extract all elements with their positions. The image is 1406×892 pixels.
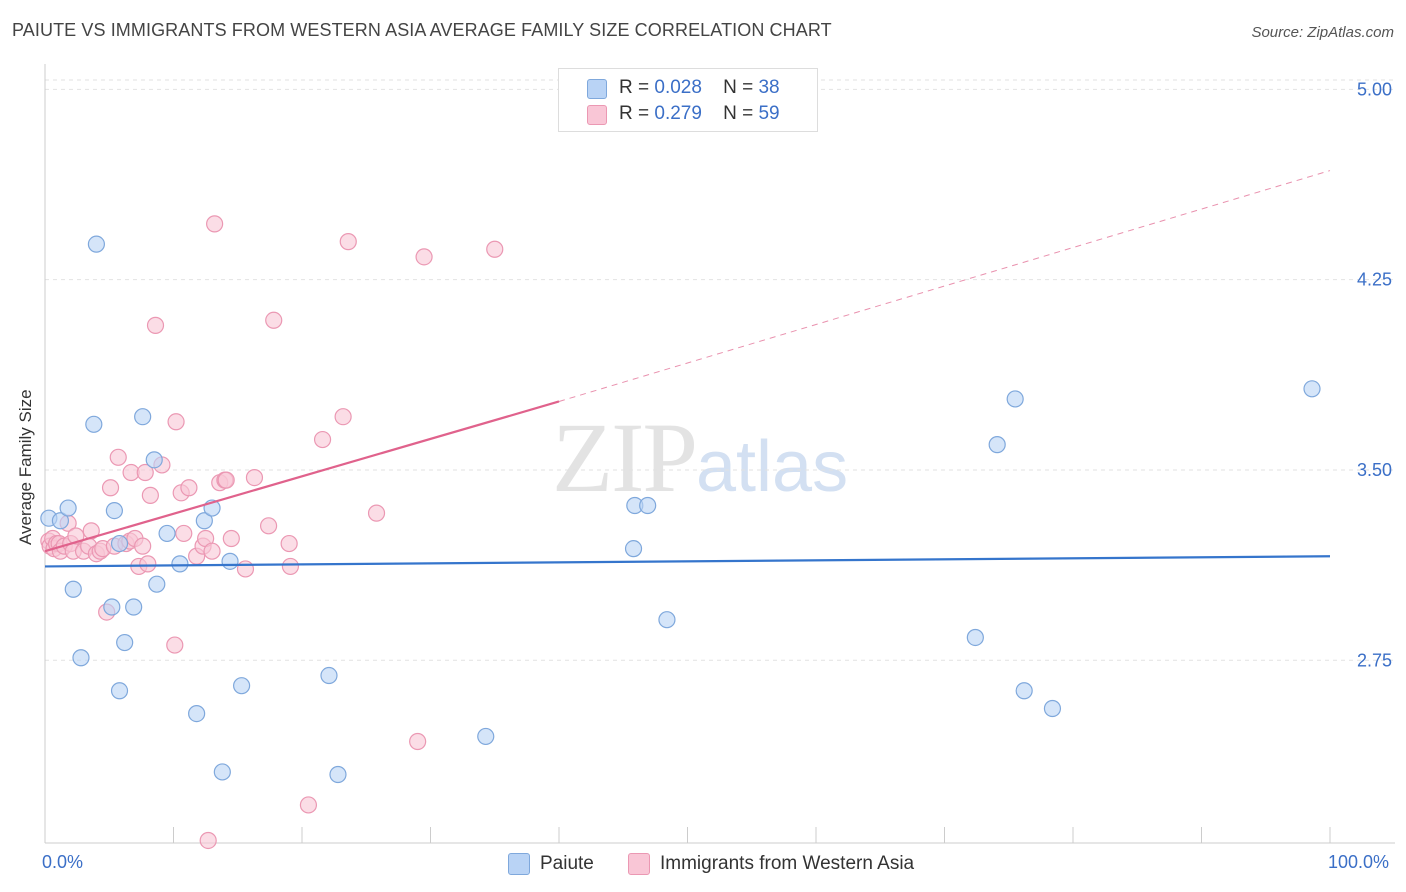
paiute-point: [148, 575, 166, 593]
legend-immigrants-swatch: [628, 853, 650, 875]
watermark: ZIPatlas: [552, 400, 848, 515]
paiute-point: [1043, 699, 1062, 718]
legend-immigrants-label: Immigrants from Western Asia: [660, 853, 915, 874]
paiute-point: [116, 633, 134, 652]
paiute-point: [125, 598, 143, 616]
paiute-trend-line: [44, 555, 1331, 568]
paiute-point: [639, 496, 657, 515]
paiute-point: [188, 704, 206, 723]
watermark-zip: ZIP: [552, 402, 698, 513]
paiute-point: [59, 499, 77, 517]
immigrants-point: [166, 636, 184, 654]
paiute-point: [110, 534, 129, 553]
immigrants-point: [259, 517, 278, 535]
watermark-atlas: atlas: [696, 427, 849, 507]
paiute-point: [195, 512, 213, 530]
immigrants-point: [134, 537, 152, 555]
legend-paiute-swatch: [508, 853, 530, 875]
n-label: N =: [723, 77, 754, 98]
paiute-point: [145, 451, 163, 469]
r-value: 0.279: [654, 103, 702, 124]
n-value: 59: [758, 103, 780, 124]
paiute-point: [171, 555, 189, 573]
paiute-point: [87, 235, 106, 253]
paiute-point: [1015, 682, 1033, 700]
y-tick-label: 3.50: [1357, 460, 1392, 480]
paiute-point: [64, 580, 82, 598]
y-tick-label: 5.00: [1357, 79, 1392, 99]
paiute-point: [103, 598, 121, 616]
immigrants-point: [367, 504, 386, 522]
immigrants-point: [82, 522, 100, 540]
immigrants-trend-extension: [558, 170, 1331, 402]
immigrants-point: [167, 413, 185, 431]
x-tick-label-min: 0.0%: [42, 852, 84, 872]
paiute-point: [110, 682, 129, 700]
immigrants-point: [334, 408, 352, 426]
paiute-point: [320, 666, 338, 685]
r-label: R =: [619, 77, 650, 98]
immigrants-point: [339, 233, 357, 251]
paiute-point: [624, 540, 643, 558]
y-tick-label: 4.25: [1357, 270, 1392, 290]
immigrants-point: [139, 555, 157, 573]
immigrants-point: [109, 448, 127, 466]
r-label: R =: [619, 103, 650, 124]
immigrants-point: [486, 240, 504, 258]
immigrants-trend-line: [44, 400, 560, 553]
paiute-point: [85, 415, 103, 433]
immigrants-point: [136, 463, 154, 482]
immigrants-point: [199, 831, 217, 850]
x-tick-label-max: 100.0%: [1328, 852, 1390, 872]
immigrants-point: [245, 469, 264, 487]
immigrants-point: [146, 316, 165, 334]
immigrants-point: [236, 560, 255, 578]
stats-legend: R = 0.028 N = 38 R = 0.279 N = 59: [558, 68, 818, 132]
immigrants-point: [299, 796, 318, 814]
paiute-point: [221, 552, 239, 570]
y-tick-label: 2.75: [1357, 650, 1392, 670]
paiute-point: [1303, 380, 1321, 398]
immigrants-point: [203, 542, 221, 560]
immigrants-point: [175, 524, 193, 543]
immigrants-swatch: [587, 105, 607, 125]
paiute-point: [988, 436, 1006, 454]
paiute-point: [213, 763, 231, 781]
paiute-point: [1006, 390, 1024, 408]
y-axis-label: Average Family Size: [16, 389, 35, 545]
paiute-point: [477, 727, 495, 746]
paiute-point: [966, 628, 984, 647]
immigrants-point: [217, 471, 235, 489]
paiute-point: [233, 677, 251, 695]
chart-title: PAIUTE VS IMMIGRANTS FROM WESTERN ASIA A…: [12, 20, 832, 40]
n-label: N =: [723, 103, 754, 124]
immigrants-point: [415, 248, 433, 266]
immigrants-point: [180, 479, 198, 497]
immigrants-point: [141, 486, 159, 504]
paiute-point: [51, 512, 70, 530]
immigrants-point: [280, 534, 298, 553]
immigrants-point: [409, 732, 427, 751]
immigrants-point: [206, 215, 224, 233]
immigrants-point: [313, 430, 332, 449]
paiute-point: [158, 524, 176, 543]
paiute-point: [72, 649, 90, 667]
immigrants-point: [101, 479, 120, 497]
paiute-point: [105, 501, 123, 520]
paiute-swatch: [587, 79, 607, 99]
source-label: Source: ZipAtlas.com: [1251, 24, 1394, 41]
paiute-point: [329, 765, 347, 784]
immigrants-point: [281, 557, 300, 576]
immigrants-point: [265, 311, 283, 329]
immigrants-point: [222, 529, 240, 548]
legend-paiute-label: Paiute: [540, 853, 594, 874]
r-value: 0.028: [654, 77, 702, 98]
paiute-point: [658, 611, 676, 629]
n-value: 38: [758, 77, 780, 98]
paiute-point: [134, 408, 152, 426]
